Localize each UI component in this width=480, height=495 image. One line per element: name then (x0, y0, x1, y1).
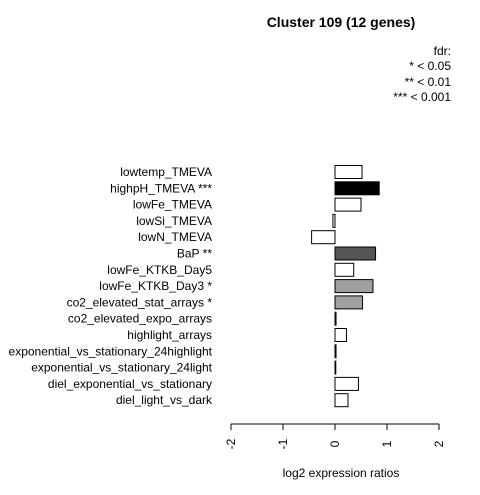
category-label-1: highpH_TMEVA *** (110, 181, 212, 195)
bar-5 (334, 246, 377, 261)
legend-entry-3: *** < 0.001 (393, 90, 451, 104)
x-tick-label-3: 1 (380, 440, 394, 447)
category-label-2: lowFe_TMEVA (133, 198, 212, 212)
category-label-7: lowFe_KTKB_Day3 * (99, 279, 212, 293)
chart-title: Cluster 109 (12 genes) (267, 14, 416, 30)
category-label-9: co2_elevated_expo_arrays (68, 312, 212, 326)
x-axis-label: log2 expression ratios (283, 466, 400, 480)
bar-6 (334, 262, 355, 277)
category-label-13: diel_exponential_vs_stationary (48, 377, 212, 391)
x-axis: -2 -1 0 1 2 (224, 423, 446, 449)
bar-7 (334, 279, 374, 294)
category-label-6: lowFe_KTKB_Day5 (107, 263, 212, 277)
legend-entry-2: ** < 0.01 (405, 75, 452, 89)
category-label-14: diel_light_vs_dark (116, 393, 213, 407)
bar-3 (332, 213, 336, 228)
x-tick-label-1: -1 (276, 438, 290, 449)
bar-1 (334, 181, 380, 196)
bar-8 (334, 295, 364, 310)
x-tick-label-2: 0 (328, 440, 342, 447)
legend-title: fdr: (434, 44, 451, 58)
legend: fdr: * < 0.05 ** < 0.01 *** < 0.001 (393, 44, 451, 104)
bar-10 (334, 328, 347, 342)
category-label-3: lowSi_TMEVA (136, 214, 212, 228)
legend-entry-1: * < 0.05 (409, 59, 451, 73)
bars (311, 165, 380, 408)
category-labels: lowtemp_TMEVA highpH_TMEVA *** lowFe_TMEVA… (9, 165, 213, 407)
bar-9 (334, 311, 337, 326)
category-label-10: highlight_arrays (127, 328, 212, 342)
category-label-0: lowtemp_TMEVA (120, 165, 212, 179)
x-tick-label-0: -2 (224, 438, 238, 449)
bar-4 (311, 230, 336, 245)
bar-14 (334, 393, 349, 408)
bar-0 (334, 165, 363, 179)
bar-13 (334, 376, 359, 391)
category-label-5: BaP ** (177, 247, 212, 261)
bar-11 (334, 344, 337, 359)
category-label-11: exponential_vs_stationary_24highlight (9, 344, 213, 358)
category-label-4: lowN_TMEVA (138, 230, 212, 244)
bar-12 (334, 360, 337, 375)
category-label-8: co2_elevated_stat_arrays * (67, 295, 213, 309)
x-tick-label-4: 2 (432, 440, 446, 447)
bar-2 (334, 197, 362, 212)
category-label-12: exponential_vs_stationary_24light (31, 361, 212, 375)
